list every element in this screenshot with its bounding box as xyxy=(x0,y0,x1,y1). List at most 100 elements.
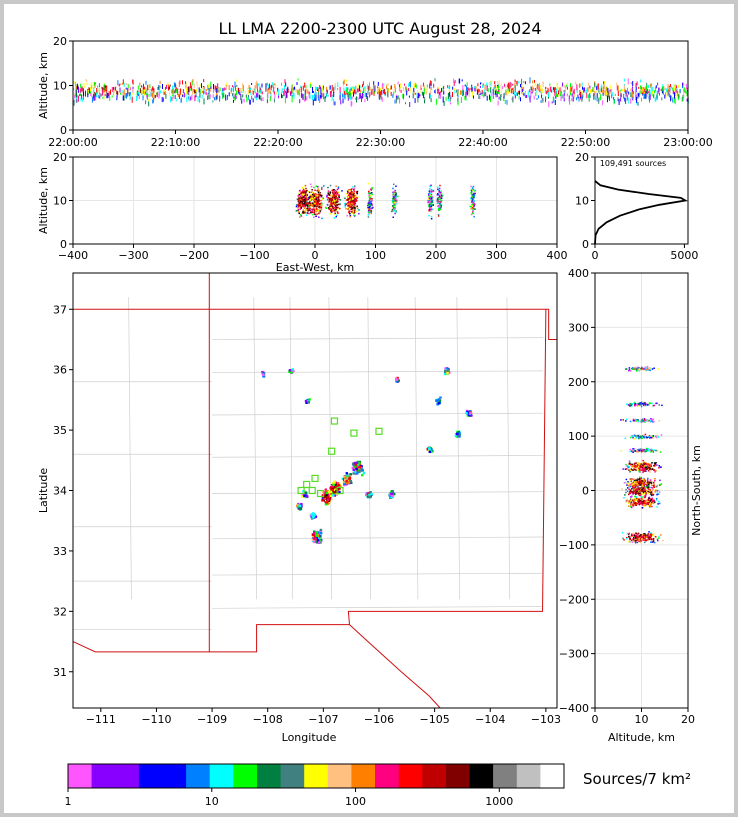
ns-source-mark xyxy=(644,463,646,465)
ew-source-mark xyxy=(351,211,353,213)
ew-source-mark xyxy=(315,203,317,206)
ew-source-mark xyxy=(430,205,433,207)
ew-source-mark xyxy=(352,210,355,212)
ew-source-mark xyxy=(368,203,370,206)
ew-source-mark xyxy=(298,193,301,196)
density-cell xyxy=(341,477,344,480)
time-source-mark xyxy=(673,84,675,90)
time-source-mark xyxy=(671,86,672,89)
ew-source-mark xyxy=(304,200,307,202)
ns-source-mark xyxy=(629,471,631,473)
time-source-mark xyxy=(514,94,516,99)
ns-source-mark xyxy=(637,405,640,407)
ns-source-mark xyxy=(639,493,641,495)
time-source-mark xyxy=(355,85,357,91)
density-cell xyxy=(328,490,331,494)
time-source-mark xyxy=(394,84,396,88)
ew-source-mark xyxy=(319,192,321,194)
ns-source-mark xyxy=(650,418,652,420)
time-source-mark xyxy=(439,92,441,96)
time-source-mark xyxy=(623,93,625,99)
time-source-mark xyxy=(259,95,260,100)
ns-source-mark xyxy=(642,490,645,492)
time-source-mark xyxy=(520,97,521,102)
ew-source-mark xyxy=(302,198,304,201)
ew-source-mark xyxy=(351,192,353,194)
ew-source-mark xyxy=(472,196,475,199)
time-source-mark xyxy=(273,91,275,95)
ew-source-mark xyxy=(336,197,339,200)
time-source-mark xyxy=(426,91,428,95)
time-source-mark xyxy=(624,97,626,102)
time-source-mark xyxy=(321,93,323,98)
time-source-mark xyxy=(103,95,105,100)
county-line xyxy=(212,536,544,540)
time-source-mark xyxy=(498,96,500,100)
time-source-mark xyxy=(490,87,492,94)
time-source-mark xyxy=(645,94,647,99)
time-source-mark xyxy=(119,83,121,86)
time-source-mark xyxy=(609,89,611,92)
ns-source-mark xyxy=(643,488,645,491)
ew-source-mark xyxy=(333,193,335,196)
time-source-mark xyxy=(387,83,389,87)
ew-source-mark xyxy=(429,205,431,208)
time-source-mark xyxy=(188,95,190,102)
density-cell xyxy=(330,488,334,492)
ew-source-mark xyxy=(331,206,334,209)
ns-source-mark xyxy=(624,468,627,470)
time-source-mark xyxy=(342,93,344,98)
density-cell xyxy=(348,474,351,478)
ew-source-mark xyxy=(348,208,350,211)
time-source-mark xyxy=(348,93,350,99)
time-source-mark xyxy=(214,85,216,91)
ew-source-mark xyxy=(437,207,440,210)
time-source-mark xyxy=(477,83,479,87)
ew-source-mark xyxy=(304,191,306,194)
ew-source-mark xyxy=(312,213,314,216)
density-cell xyxy=(308,398,311,401)
time-xtick-label: 22:00:00 xyxy=(48,136,97,149)
ns-source-mark xyxy=(655,435,657,437)
density-cell xyxy=(327,492,331,495)
time-source-mark xyxy=(500,94,502,97)
time-source-mark xyxy=(195,94,197,98)
ns-source-mark xyxy=(629,448,631,451)
ew-source-mark xyxy=(440,194,443,197)
time-source-mark xyxy=(442,96,444,103)
density-cell xyxy=(368,493,371,497)
density-cell xyxy=(330,492,333,496)
ew-source-mark xyxy=(370,195,372,197)
ew-source-mark xyxy=(438,206,440,208)
density-cell xyxy=(291,368,294,371)
time-source-mark xyxy=(473,86,475,90)
ew-source-mark xyxy=(392,216,394,218)
time-source-mark xyxy=(355,91,357,94)
ew-source-mark xyxy=(473,203,476,205)
ns-source-mark xyxy=(641,468,644,470)
density-cell xyxy=(313,531,316,535)
time-source-mark xyxy=(677,94,679,101)
time-source-mark xyxy=(129,85,131,90)
ns-source-mark xyxy=(643,539,646,541)
time-source-mark xyxy=(174,82,176,86)
ns-source-mark xyxy=(631,487,633,490)
ew-source-mark xyxy=(472,193,475,196)
ew-source-mark xyxy=(432,196,434,199)
map-ylabel: Latitude xyxy=(37,468,50,514)
ns-source-mark xyxy=(643,484,645,487)
time-source-mark xyxy=(579,90,581,94)
ns-source-mark xyxy=(634,503,637,505)
ew-source-mark xyxy=(308,202,311,204)
ew-source-mark xyxy=(429,209,432,212)
ew-source-mark xyxy=(431,190,433,193)
time-source-mark xyxy=(315,95,317,100)
time-source-mark xyxy=(476,89,478,95)
ns-source-mark xyxy=(651,468,654,470)
time-source-mark xyxy=(361,95,363,99)
ns-source-mark xyxy=(638,465,641,467)
ew-source-mark xyxy=(438,191,440,194)
ew-source-mark xyxy=(368,200,370,203)
time-source-mark xyxy=(234,93,236,97)
time-source-mark xyxy=(117,80,119,86)
